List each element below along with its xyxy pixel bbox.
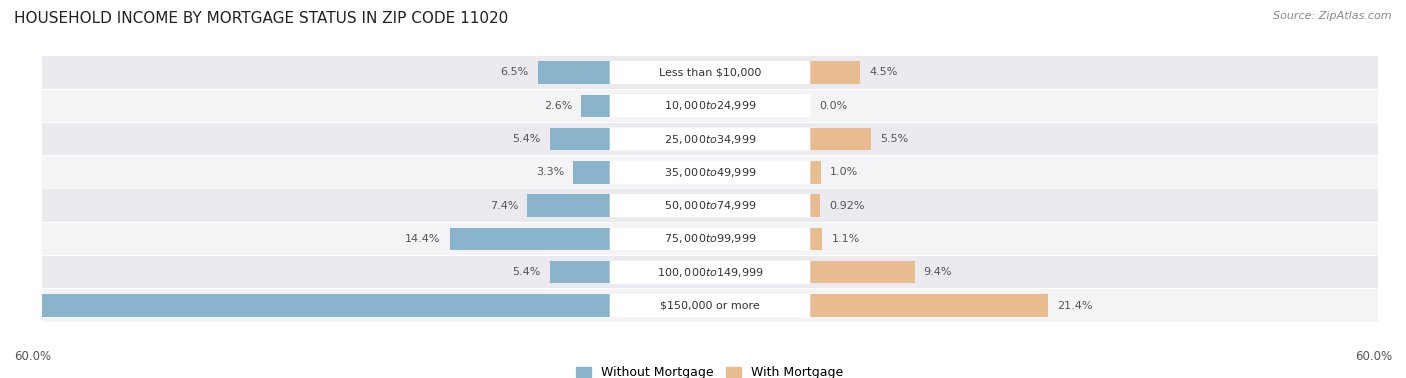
Bar <box>581 94 610 117</box>
FancyBboxPatch shape <box>610 161 810 184</box>
Text: $50,000 to $74,999: $50,000 to $74,999 <box>664 199 756 212</box>
Bar <box>810 228 823 250</box>
Text: 9.4%: 9.4% <box>924 267 952 277</box>
Text: Less than $10,000: Less than $10,000 <box>659 67 761 77</box>
Bar <box>527 195 610 217</box>
Bar <box>42 189 1378 222</box>
Bar <box>810 261 915 284</box>
Text: $25,000 to $34,999: $25,000 to $34,999 <box>664 133 756 146</box>
Bar <box>810 61 860 84</box>
Text: 14.4%: 14.4% <box>405 234 440 244</box>
Text: $75,000 to $99,999: $75,000 to $99,999 <box>664 232 756 245</box>
Text: 5.4%: 5.4% <box>512 267 541 277</box>
Text: 1.0%: 1.0% <box>830 167 859 177</box>
Text: 0.92%: 0.92% <box>830 201 865 211</box>
Text: 2.6%: 2.6% <box>544 101 572 111</box>
Text: $100,000 to $149,999: $100,000 to $149,999 <box>657 266 763 279</box>
Text: 6.5%: 6.5% <box>501 67 529 77</box>
Text: 3.3%: 3.3% <box>536 167 564 177</box>
Text: 7.4%: 7.4% <box>491 201 519 211</box>
Text: 5.4%: 5.4% <box>512 134 541 144</box>
FancyBboxPatch shape <box>610 61 810 84</box>
Text: 60.0%: 60.0% <box>1355 350 1392 363</box>
Bar <box>810 195 821 217</box>
Bar <box>810 128 872 150</box>
Text: Source: ZipAtlas.com: Source: ZipAtlas.com <box>1274 11 1392 21</box>
Bar <box>537 61 610 84</box>
FancyBboxPatch shape <box>610 94 810 117</box>
Bar <box>42 156 1378 189</box>
FancyBboxPatch shape <box>610 261 810 284</box>
Bar <box>450 228 610 250</box>
Bar <box>42 123 1378 155</box>
Bar <box>42 290 1378 322</box>
Text: $35,000 to $49,999: $35,000 to $49,999 <box>664 166 756 179</box>
Bar <box>42 56 1378 88</box>
Text: 4.5%: 4.5% <box>869 67 897 77</box>
Text: $10,000 to $24,999: $10,000 to $24,999 <box>664 99 756 112</box>
Text: 5.5%: 5.5% <box>880 134 908 144</box>
Bar <box>810 161 821 183</box>
FancyBboxPatch shape <box>610 194 810 217</box>
Bar <box>550 128 610 150</box>
Bar <box>0 294 610 317</box>
Legend: Without Mortgage, With Mortgage: Without Mortgage, With Mortgage <box>571 361 849 378</box>
FancyBboxPatch shape <box>610 127 810 150</box>
Text: HOUSEHOLD INCOME BY MORTGAGE STATUS IN ZIP CODE 11020: HOUSEHOLD INCOME BY MORTGAGE STATUS IN Z… <box>14 11 509 26</box>
Bar <box>810 294 1049 317</box>
Text: 1.1%: 1.1% <box>831 234 859 244</box>
Text: 0.0%: 0.0% <box>820 101 848 111</box>
Bar <box>42 256 1378 288</box>
Text: $150,000 or more: $150,000 or more <box>661 301 759 311</box>
FancyBboxPatch shape <box>610 294 810 317</box>
Bar <box>574 161 610 183</box>
Bar <box>42 223 1378 255</box>
FancyBboxPatch shape <box>610 228 810 251</box>
Bar <box>550 261 610 284</box>
Bar <box>42 90 1378 122</box>
Text: 21.4%: 21.4% <box>1057 301 1092 311</box>
Text: 60.0%: 60.0% <box>14 350 51 363</box>
